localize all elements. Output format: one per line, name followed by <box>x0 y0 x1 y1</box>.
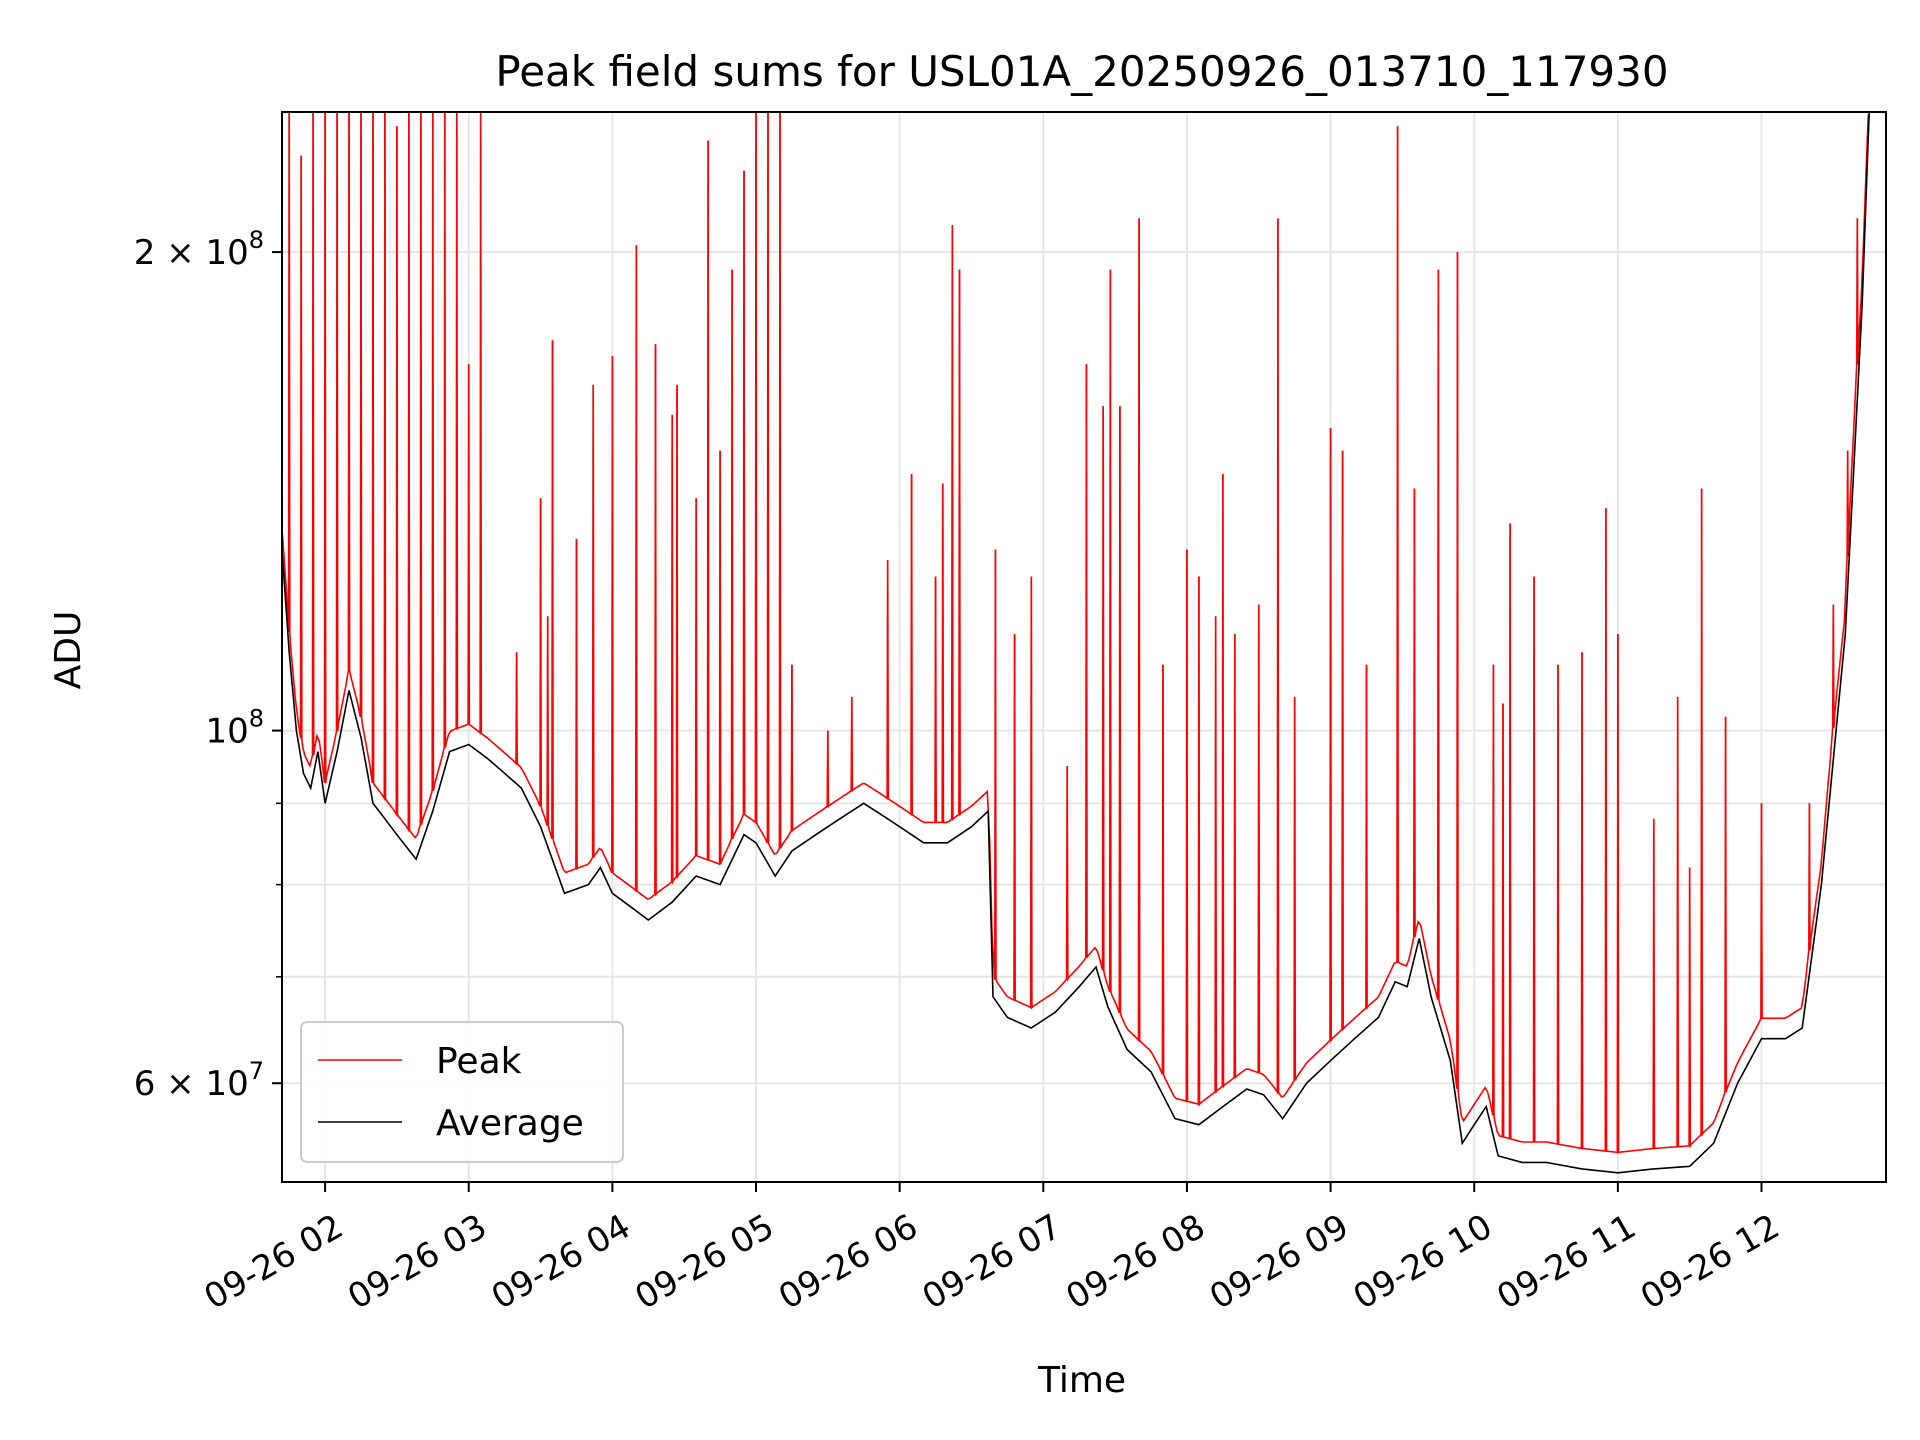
y-tick-label: 2 × 108 <box>134 226 264 273</box>
plot-area <box>281 111 1887 1183</box>
x-axis-label: Time <box>1037 1360 1126 1401</box>
series-layer <box>281 111 1870 1174</box>
average-series-line <box>281 111 1870 1174</box>
legend: Peak Average <box>300 1021 624 1163</box>
legend-box <box>300 1021 624 1163</box>
y-tick-label: 6 × 107 <box>134 1057 264 1104</box>
peak-series-line <box>281 111 1870 1154</box>
y-tick-label: 108 <box>205 705 264 752</box>
plot-frame <box>281 111 1887 1183</box>
legend-average-label: Average <box>436 1103 584 1144</box>
legend-peak-label: Peak <box>436 1041 522 1082</box>
y-axis-label: ADU <box>48 611 89 690</box>
y-axis: 6 × 107 108 2 × 108 <box>134 226 282 1104</box>
chart-title: Peak field sums for USL01A_20250926_0137… <box>495 47 1668 96</box>
